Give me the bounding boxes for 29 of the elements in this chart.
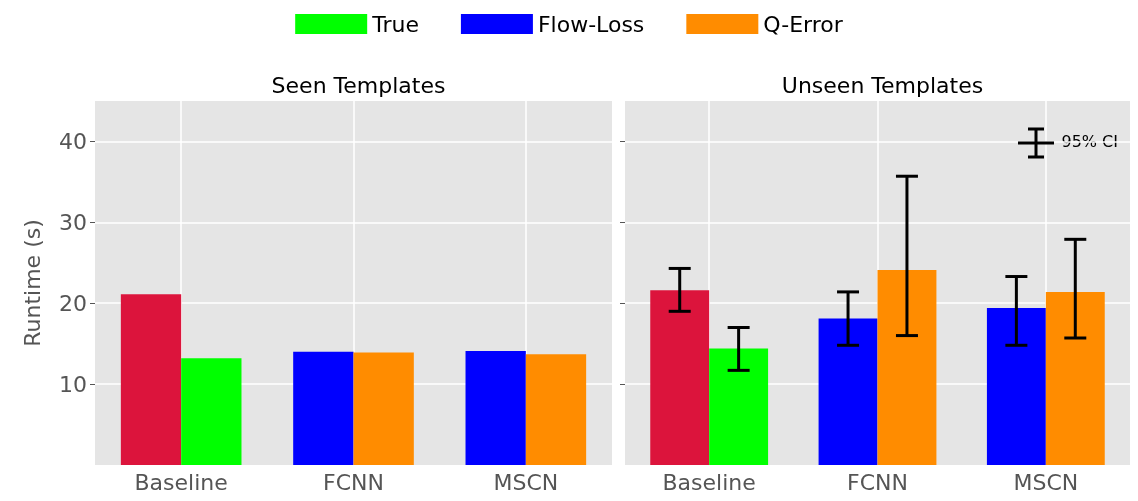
x-tick-label: FCNN [323,469,384,495]
annotation: 95% CI [1061,131,1119,151]
x-tick-label: Baseline [134,469,228,495]
bar [120,294,182,465]
legend-label: Q-Error [763,11,844,37]
y-axis-title: Runtime (s) [19,219,45,347]
bar [986,308,1046,465]
x-tick-label: Baseline [662,469,756,495]
x-tick-label: MSCN [493,469,559,495]
bar [181,358,242,465]
bar [293,351,354,465]
bar [650,290,710,465]
x-tick-label: MSCN [1013,469,1079,495]
y-tick-label: 30 [59,209,87,235]
y-tick-label: 20 [59,290,87,316]
bar [877,270,937,465]
bar [353,352,414,465]
chart-title: Seen Templates [271,72,446,98]
legend-label: Flow-Loss [537,11,645,37]
legend-label: True [371,11,419,37]
y-tick-label: 40 [59,128,87,154]
y-tick-label: 10 [59,371,87,397]
bar [465,350,526,465]
bar [525,354,587,465]
bar [1045,291,1105,465]
chart-title: Unseen Templates [781,72,984,98]
bar [818,318,878,465]
bar [709,348,769,465]
x-tick-label: FCNN [847,469,908,495]
